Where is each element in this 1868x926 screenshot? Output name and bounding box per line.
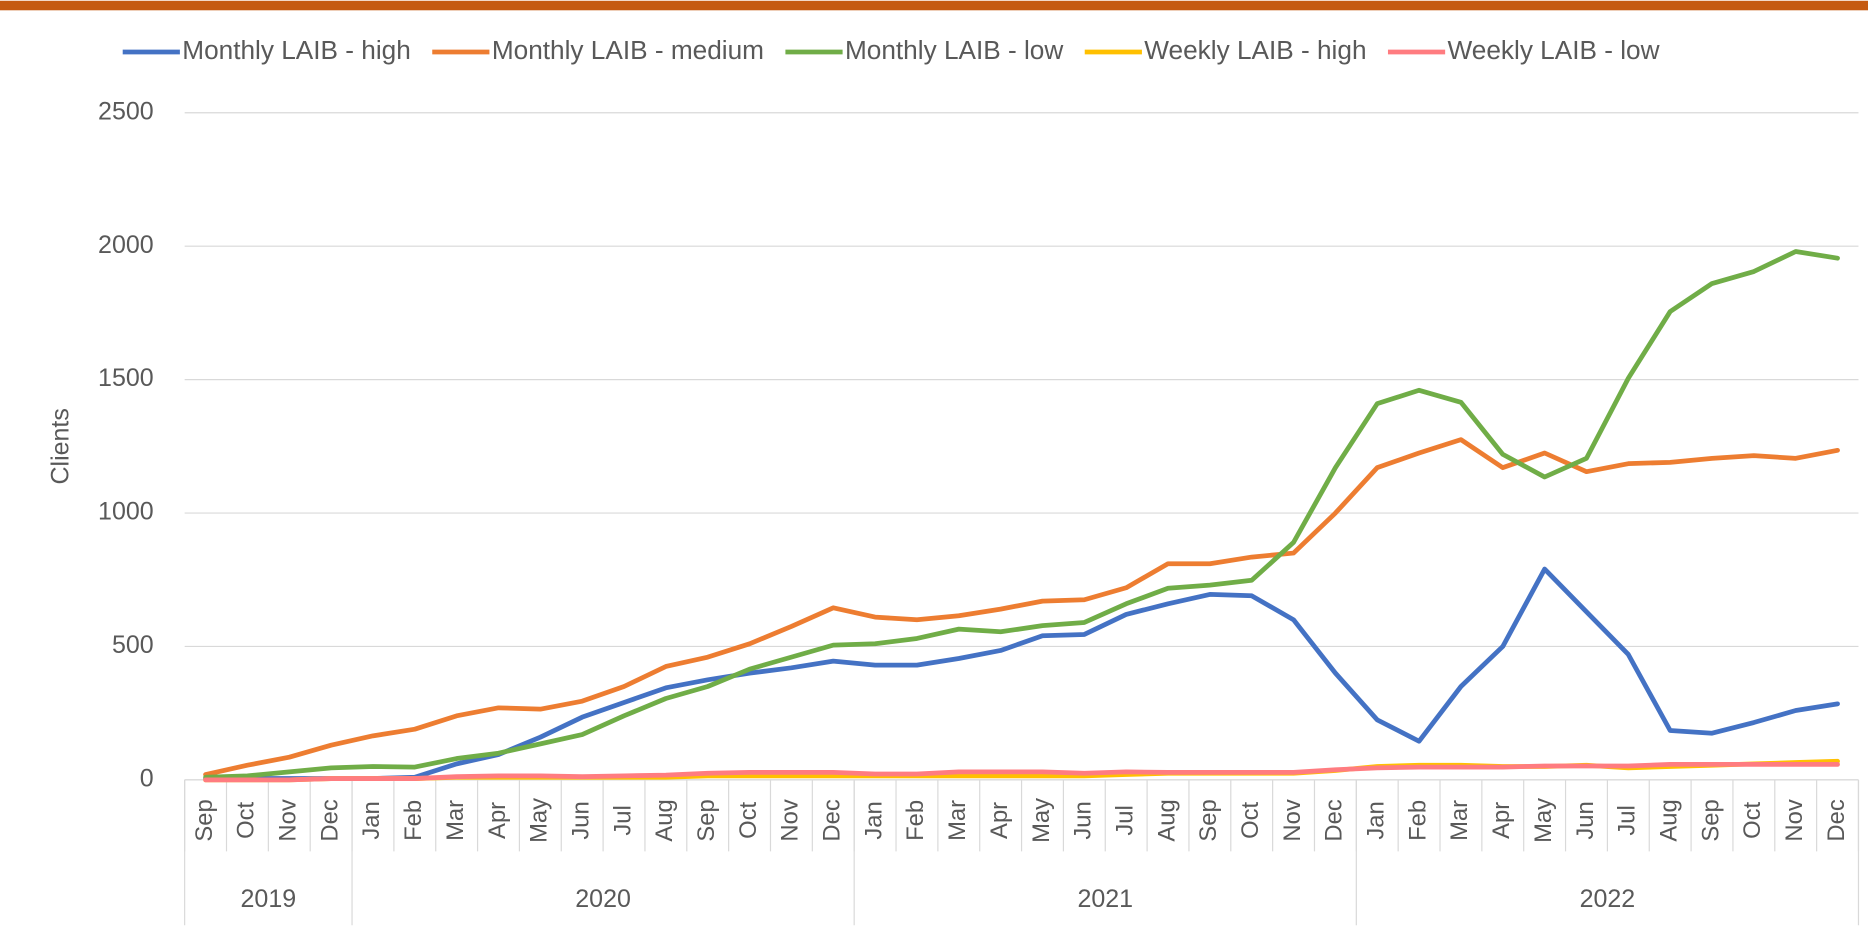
x-tick-label: May bbox=[526, 798, 553, 843]
x-tick-label: Mar bbox=[442, 800, 469, 841]
legend-label: Monthly LAIB - medium bbox=[492, 35, 764, 65]
y-tick-label: 0 bbox=[140, 765, 154, 793]
group-label: 2022 bbox=[1580, 885, 1636, 913]
x-tick-label: May bbox=[1028, 798, 1055, 843]
group-label: 2021 bbox=[1077, 885, 1133, 913]
legend-label: Monthly LAIB - high bbox=[182, 35, 411, 65]
y-axis-label: Clients bbox=[47, 408, 75, 484]
x-tick-label: Feb bbox=[1404, 800, 1431, 841]
y-tick-label: 500 bbox=[112, 631, 154, 659]
x-tick-label: Oct bbox=[1237, 801, 1264, 838]
x-tick-label: Jul bbox=[1614, 805, 1641, 835]
y-tick-label: 1500 bbox=[98, 364, 154, 392]
y-tick-label: 2000 bbox=[98, 231, 154, 259]
x-tick-label: Nov bbox=[777, 799, 804, 841]
y-tick-label: 1000 bbox=[98, 498, 154, 526]
x-tick-label: Dec bbox=[316, 799, 343, 841]
x-tick-label: Feb bbox=[400, 800, 427, 841]
x-tick-label: Jul bbox=[1111, 805, 1138, 835]
legend-label: Monthly LAIB - low bbox=[845, 35, 1063, 65]
x-tick-label: Mar bbox=[944, 800, 971, 841]
y-tick-label: 2500 bbox=[98, 97, 154, 125]
x-tick-label: Jul bbox=[609, 805, 636, 835]
x-tick-label: Aug bbox=[1153, 799, 1180, 841]
x-tick-label: Sep bbox=[1697, 799, 1724, 841]
series-line bbox=[203, 437, 1840, 777]
x-tick-label: Dec bbox=[1321, 799, 1348, 841]
group-label: 2020 bbox=[575, 885, 631, 913]
x-tick-label: Nov bbox=[1781, 799, 1808, 841]
x-tick-label: Sep bbox=[693, 799, 720, 841]
x-tick-label: Mar bbox=[1446, 800, 1473, 841]
x-tick-label: Oct bbox=[1739, 801, 1766, 838]
x-tick-label: Jun bbox=[567, 801, 594, 839]
top-band bbox=[0, 0, 1868, 11]
x-tick-label: Apr bbox=[1488, 802, 1515, 839]
x-tick-label: Feb bbox=[902, 800, 929, 841]
x-tick-label: Aug bbox=[1655, 799, 1682, 841]
legend-label: Weekly LAIB - high bbox=[1144, 35, 1366, 65]
x-tick-label: Jan bbox=[1363, 801, 1390, 839]
x-tick-label: Apr bbox=[986, 802, 1013, 839]
group-label: 2019 bbox=[241, 885, 297, 913]
x-tick-label: Oct bbox=[233, 801, 260, 838]
x-tick-label: Dec bbox=[1823, 799, 1850, 841]
x-tick-label: Nov bbox=[1279, 799, 1306, 841]
x-tick-label: Jun bbox=[1572, 801, 1599, 839]
series-line bbox=[203, 566, 1840, 781]
x-tick-label: Apr bbox=[484, 802, 511, 839]
x-tick-label: Dec bbox=[819, 799, 846, 841]
legend-label: Weekly LAIB - low bbox=[1448, 35, 1660, 65]
x-tick-label: Jan bbox=[358, 801, 385, 839]
x-tick-label: Sep bbox=[1195, 799, 1222, 841]
x-tick-label: Sep bbox=[191, 799, 218, 841]
x-tick-label: Nov bbox=[275, 799, 302, 841]
x-tick-label: May bbox=[1530, 798, 1557, 843]
x-tick-label: Aug bbox=[651, 799, 678, 841]
series-line bbox=[203, 762, 1840, 783]
x-tick-label: Jan bbox=[860, 801, 887, 839]
series-line bbox=[203, 249, 1840, 780]
x-tick-label: Oct bbox=[735, 801, 762, 838]
x-tick-label: Jun bbox=[1070, 801, 1097, 839]
